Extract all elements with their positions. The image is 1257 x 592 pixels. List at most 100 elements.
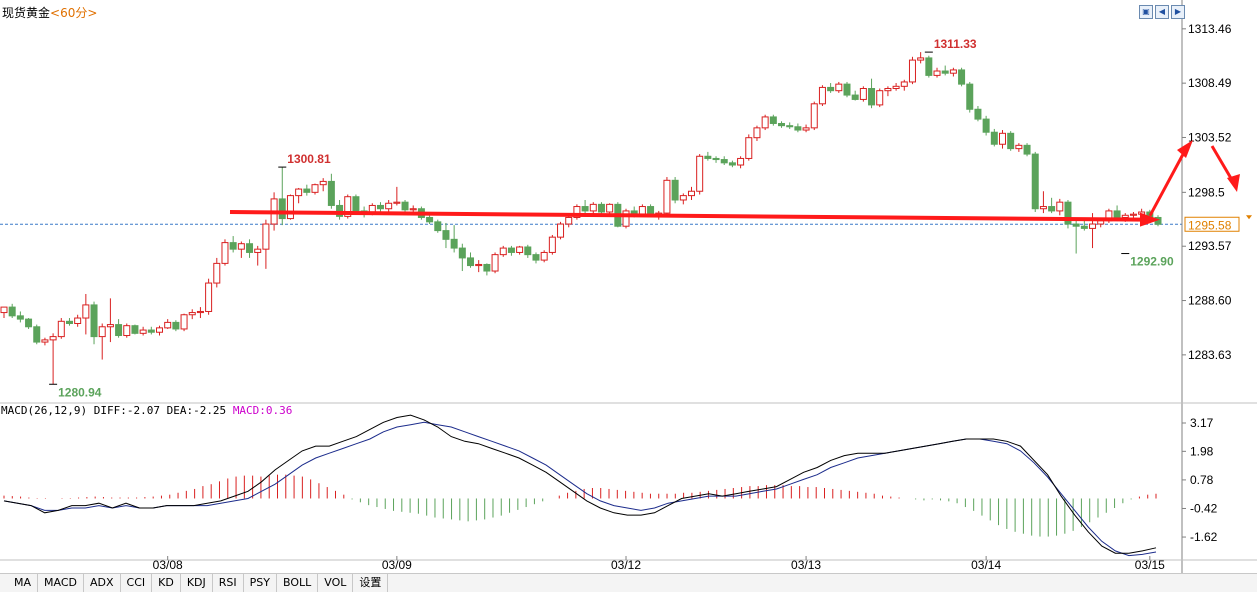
candle-body [344, 196, 352, 217]
instrument-name: 现货黄金 [2, 6, 51, 20]
chart-title: 现货黄金<60分> [2, 4, 97, 21]
candle-body [1089, 223, 1097, 229]
diff-line [3, 414, 1157, 554]
annotation-low: 1280.94 [58, 385, 102, 399]
annotation-local_high: 1300.81 [287, 152, 331, 166]
tab-settings[interactable]: 设置 [353, 574, 389, 592]
candle-body [295, 188, 303, 197]
candle-body [286, 195, 294, 220]
tab-cci[interactable]: CCI [121, 574, 153, 592]
candle-body [769, 116, 777, 124]
candle-body [254, 248, 262, 253]
candle-body [998, 132, 1006, 145]
candlestick-series [0, 52, 1162, 385]
candle-body [49, 336, 57, 341]
candle-body [557, 223, 565, 238]
candle-body [352, 196, 360, 212]
candle-body [917, 57, 925, 61]
candle-body [311, 184, 319, 193]
y-tick-label: 1298.5 [1188, 185, 1225, 199]
tab-kdj[interactable]: KDJ [181, 574, 213, 592]
candle-body [1121, 214, 1129, 218]
candle-body [532, 254, 540, 261]
candle-body [229, 242, 237, 250]
candle-body [892, 85, 900, 90]
candle-body [548, 236, 556, 253]
candle-body [753, 127, 761, 139]
candle-body [106, 324, 114, 328]
candle-body [704, 155, 712, 159]
macd-y-tick-label: -0.42 [1190, 501, 1218, 515]
candle-body [737, 157, 745, 166]
candle-body [1080, 225, 1088, 229]
candle-body [475, 263, 483, 267]
annotation-high: 1311.33 [934, 37, 977, 51]
macd-y-tick-label: 1.98 [1190, 444, 1214, 458]
candle-body [82, 304, 90, 319]
next-icon[interactable]: ▶ [1171, 5, 1185, 19]
tab-rsi[interactable]: RSI [213, 574, 244, 592]
horizontal-red-arrow [229, 210, 1147, 222]
tab-psy[interactable]: PSY [244, 574, 277, 592]
candle-body [933, 70, 941, 76]
candle-body [237, 243, 245, 250]
candle-body [622, 210, 630, 227]
candle-body [835, 83, 843, 92]
candle-body [98, 326, 106, 338]
candle-body [319, 180, 327, 186]
tab-kd[interactable]: KD [152, 574, 181, 592]
candle-body [41, 339, 49, 343]
candle-body [507, 247, 515, 253]
candle-body [802, 127, 810, 131]
candle-body [164, 321, 172, 329]
candle-body [761, 116, 769, 129]
candle-body [393, 201, 401, 204]
tab-ma[interactable]: MA [0, 574, 39, 592]
macd-params: MACD(26,12,9) [1, 404, 88, 417]
candle-body [1023, 144, 1031, 155]
tab-macd[interactable]: MACD [38, 574, 84, 592]
candle-body [262, 223, 270, 250]
x-tick-label: 03/08 [153, 558, 183, 572]
candle-body [516, 246, 524, 253]
candle-body [180, 314, 188, 330]
candle-body [1015, 144, 1023, 150]
tab-vol[interactable]: VOL [318, 574, 354, 592]
candle-body [442, 230, 450, 240]
macd-value: MACD:0.36 [232, 404, 293, 417]
candle-body [908, 59, 916, 83]
zoom-in-icon[interactable]: ▣ [1139, 5, 1153, 19]
indicator-tabs: MA MACD ADX CCI KD KDJ RSI PSY BOLL VOL … [0, 573, 1257, 592]
macd-y-tick-label: 3.17 [1190, 416, 1214, 430]
candle-body [696, 155, 704, 192]
macd-y-tick-label: 0.78 [1190, 473, 1214, 487]
x-tick-label: 03/15 [1135, 558, 1165, 572]
candle-body [196, 310, 204, 314]
down-red-arrow [1210, 145, 1234, 181]
candle-body [524, 246, 532, 256]
prev-icon[interactable]: ◀ [1155, 5, 1169, 19]
candle-body [401, 201, 409, 211]
candle-body [205, 282, 213, 312]
chart-toolbar: ▣ ◀ ▶ [1139, 5, 1185, 19]
candle-body [638, 206, 646, 215]
candle-body [810, 103, 818, 129]
x-tick-label: 03/12 [611, 558, 641, 572]
candle-body [778, 122, 786, 127]
arrow-head-down [1227, 174, 1240, 192]
tab-boll[interactable]: BOLL [277, 574, 319, 592]
macd-panel [3, 414, 1157, 557]
candle-body [90, 304, 98, 338]
annotation-local_low: 1292.90 [1130, 255, 1174, 269]
candle-body [246, 243, 254, 253]
candle-body [606, 203, 614, 213]
candle-body [1056, 201, 1064, 212]
tab-adx[interactable]: ADX [84, 574, 121, 592]
candle-body [483, 263, 491, 272]
candle-body [8, 306, 16, 317]
candle-body [1007, 132, 1015, 150]
candle-body [884, 88, 892, 92]
y-tick-label: 1283.63 [1188, 348, 1232, 362]
candle-body [982, 118, 990, 133]
